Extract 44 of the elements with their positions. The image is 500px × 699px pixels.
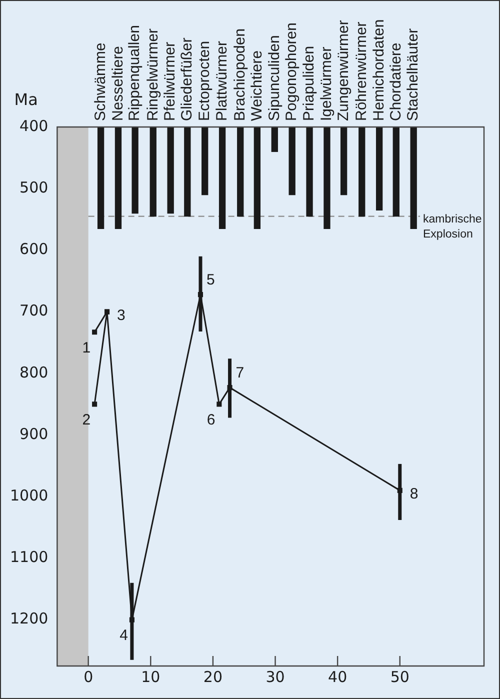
annotation: 7 xyxy=(236,364,244,382)
x-tick-label: 20 xyxy=(203,668,222,686)
annotation: Weichtiere xyxy=(248,50,266,121)
annotation: Priapuliden xyxy=(300,46,318,121)
annotation: Röhrenwürmer xyxy=(353,22,370,121)
annotation: Pogonophoren xyxy=(283,22,300,121)
annotation: Gliederfüßer xyxy=(178,38,196,121)
y-tick-label: 800 xyxy=(20,363,48,382)
y-tick-label: 1000 xyxy=(10,486,48,504)
annotation: 4 xyxy=(120,626,128,644)
annotation: Ringelwürmer xyxy=(144,28,162,121)
annotation: 8 xyxy=(410,486,418,503)
annotation: Sipunculiden xyxy=(266,35,283,121)
annotation: Pfeilwürmer xyxy=(162,42,179,121)
annotation: Plattwürmer xyxy=(213,40,230,121)
y-tick-label: 400 xyxy=(20,116,48,135)
annotation: 3 xyxy=(117,306,126,324)
y-tick-label: 1100 xyxy=(10,548,48,566)
y-tick-label: 600 xyxy=(20,240,48,258)
x-tick-label: 30 xyxy=(266,668,285,686)
annotation: Stachelhäuter xyxy=(404,28,422,121)
x-tick-label: 50 xyxy=(390,668,410,686)
annotation: Nesseltiere xyxy=(109,46,126,121)
x-tick-label: 10 xyxy=(141,668,160,686)
annotation: Brachiopoden xyxy=(232,28,249,121)
annotation: Schwämme xyxy=(92,42,109,121)
annotation: Rippenquallen xyxy=(126,25,144,121)
ref-line-label: kambrische Explosion xyxy=(423,213,482,240)
y-tick-label: 900 xyxy=(20,424,48,443)
y-tick-label: 500 xyxy=(20,178,48,196)
annotation: Igelwürmer xyxy=(318,46,336,121)
annotation: Chordatiere xyxy=(387,42,404,121)
annotation: Zungenwürmer xyxy=(334,20,352,121)
annotation: 1 xyxy=(82,339,91,356)
annotation: 5 xyxy=(206,272,215,289)
x-tick-label: 40 xyxy=(328,668,348,686)
annotation: Ectoprocten xyxy=(196,40,213,121)
y-tick-label: 700 xyxy=(20,302,48,320)
annotation: 2 xyxy=(82,411,91,428)
y-tick-label: 1200 xyxy=(10,610,48,628)
x-tick-label: 0 xyxy=(84,668,94,686)
annotation: 6 xyxy=(206,411,216,428)
y-axis-title: Ma xyxy=(14,90,38,109)
annotation: Hemichordaten xyxy=(370,19,388,121)
